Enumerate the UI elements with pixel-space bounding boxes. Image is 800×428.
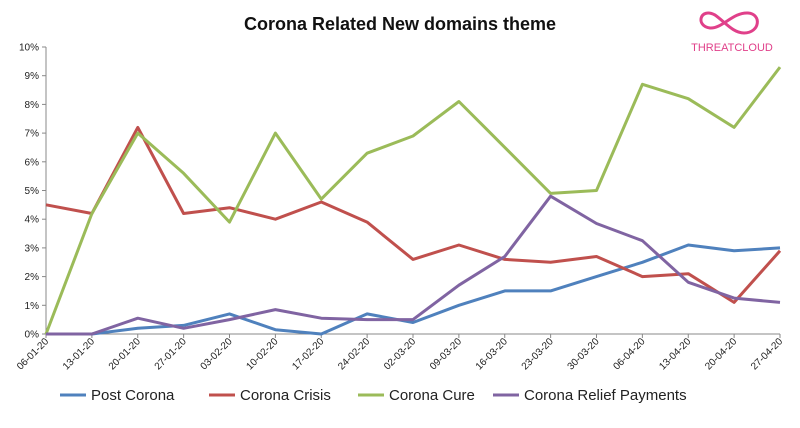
legend-label-post-corona: Post Corona [91,387,175,404]
y-tick-label: 4% [25,215,40,226]
y-tick-label: 10% [19,43,39,54]
series-line-corona-relief-payments [46,194,781,336]
y-tick-label: 8% [25,100,40,111]
y-tick-label: 9% [25,71,40,82]
legend-label-corona-crisis: Corona Crisis [240,387,331,404]
chart-title: Corona Related New domains theme [244,14,556,34]
legend: Post Corona Corona Crisis Corona Cure Coron… [60,387,687,404]
y-tick-label: 7% [25,129,40,140]
y-tick-label: 2% [25,272,40,283]
series-line-corona-cure [44,66,782,335]
y-tick-label: 5% [25,186,40,197]
legend-label-corona-relief-payments: Corona Relief Payments [524,387,687,404]
legend-label-corona-cure: Corona Cure [389,387,475,404]
series-layer [44,66,782,336]
y-tick-label: 6% [25,157,40,168]
y-tick-label: 1% [25,301,40,312]
threatcloud-logo: THREATCLOUD [691,11,773,54]
logo-text: THREATCLOUD [691,42,773,54]
y-tick-label: 3% [25,243,40,254]
logo-icon [699,11,759,35]
y-axis: 0% 1% 2% 3% 4% 5% 6% 7% 8% 9% 10% [19,43,47,341]
y-tick-label: 0% [25,330,40,341]
series-line-corona-crisis [45,125,782,304]
